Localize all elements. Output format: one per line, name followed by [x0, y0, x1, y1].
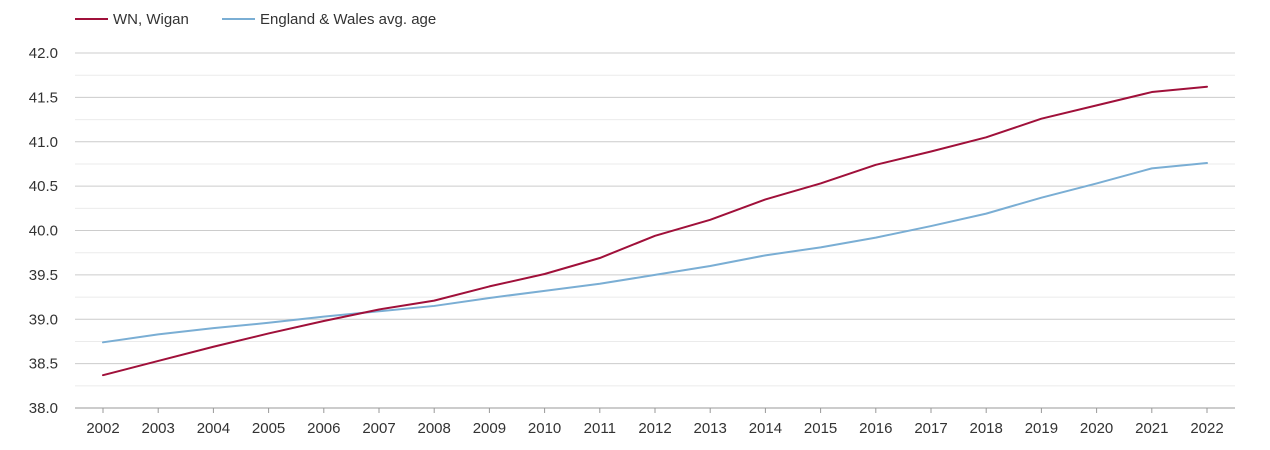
x-tick-label: 2019 — [1025, 420, 1058, 437]
gridlines — [75, 52, 1235, 409]
x-tick-label: 2022 — [1190, 420, 1223, 437]
x-tick-label: 2020 — [1080, 420, 1113, 437]
x-tick-label: 2016 — [859, 420, 892, 437]
y-tick-label: 42.0 — [29, 45, 58, 62]
x-tick-label: 2002 — [86, 420, 119, 437]
legend: WN, Wigan England & Wales avg. age — [75, 11, 436, 28]
x-tick-label: 2014 — [749, 420, 782, 437]
x-tick-label: 2011 — [584, 420, 616, 437]
y-tick-label: 41.0 — [29, 134, 58, 151]
x-tick-label: 2004 — [197, 420, 230, 437]
y-tick-label: 39.0 — [29, 311, 58, 328]
x-axis: 2002 2003 2004 2005 2006 2007 2008 2009 2010 2011… — [75, 407, 1235, 437]
x-tick-label: 2006 — [307, 420, 340, 437]
legend-item-0[interactable]: WN, Wigan — [75, 11, 189, 28]
y-tick-label: 40.0 — [29, 223, 58, 240]
y-tick-label: 38.5 — [29, 356, 58, 373]
legend-item-1[interactable]: England & Wales avg. age — [222, 11, 436, 28]
x-tick-label: 2018 — [970, 420, 1003, 437]
x-tick-label: 2012 — [638, 420, 671, 437]
x-tick-label: 2007 — [362, 420, 395, 437]
x-tick-label: 2009 — [473, 420, 506, 437]
x-tick-label: 2005 — [252, 420, 285, 437]
y-tick-label: 38.0 — [29, 400, 58, 417]
x-tick-label: 2003 — [142, 420, 175, 437]
x-tick-label: 2015 — [804, 420, 837, 437]
legend-label: WN, Wigan — [113, 11, 189, 28]
y-tick-label: 39.5 — [29, 267, 58, 284]
y-tick-label: 40.5 — [29, 178, 58, 195]
x-tick-label: 2017 — [914, 420, 947, 437]
x-tick-label: 2013 — [694, 420, 727, 437]
x-tick-label: 2010 — [528, 420, 561, 437]
legend-label: England & Wales avg. age — [260, 11, 436, 28]
series-layer — [102, 85, 1208, 377]
x-tick-label: 2008 — [418, 420, 451, 437]
x-tick-label: 2021 — [1135, 420, 1168, 437]
y-axis: 38.0 38.5 39.0 39.5 40.0 40.5 41.0 41.5 42.0 — [29, 45, 58, 417]
y-tick-label: 41.5 — [29, 89, 58, 106]
